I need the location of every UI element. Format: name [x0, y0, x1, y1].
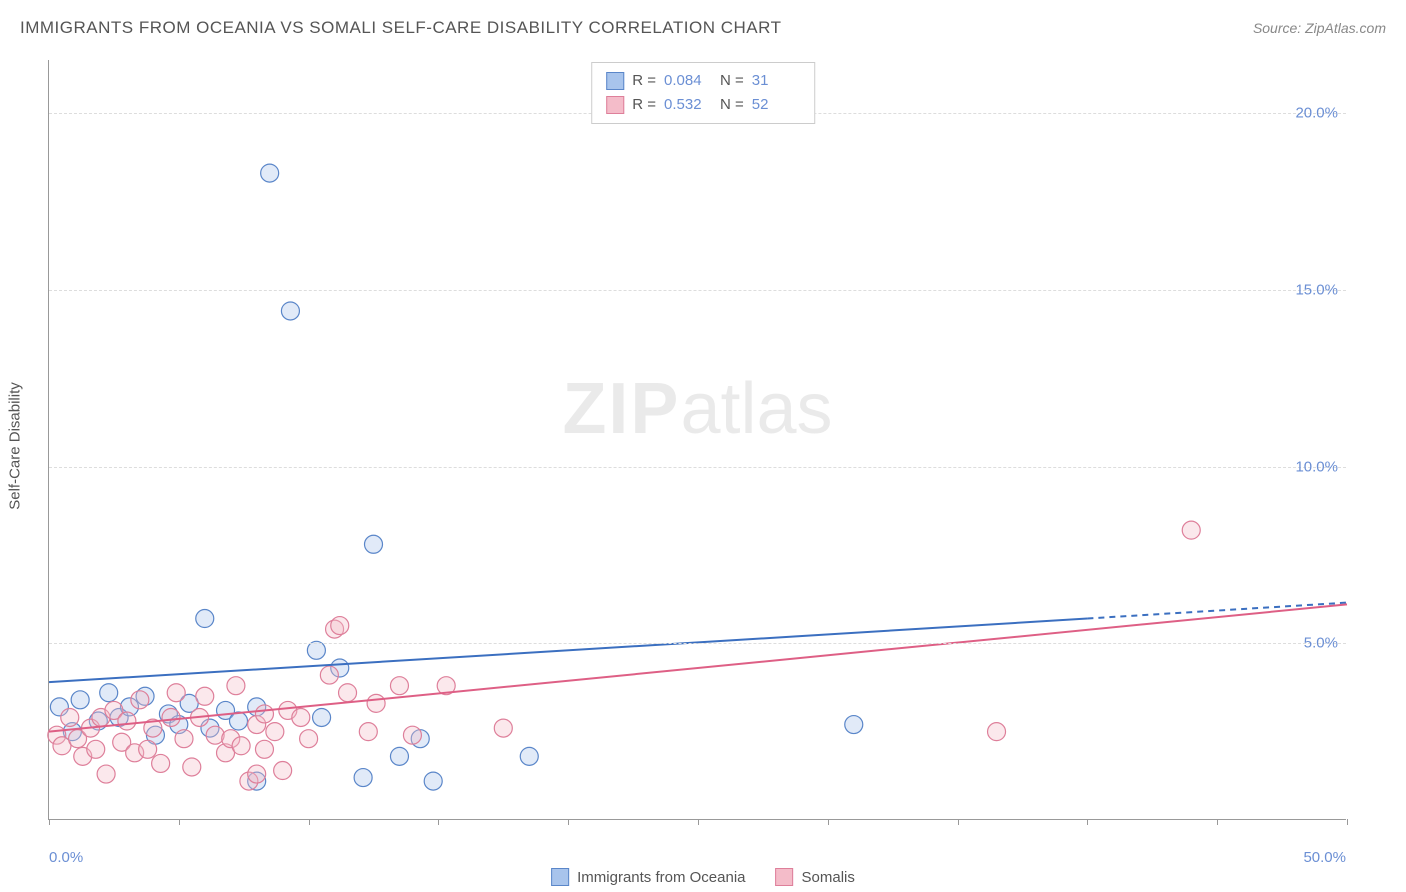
x-tick-min: 0.0% [49, 849, 83, 866]
data-point [367, 694, 385, 712]
data-point [255, 740, 273, 758]
data-point [87, 740, 105, 758]
legend-item-oceania: Immigrants from Oceania [551, 868, 745, 886]
data-point [313, 708, 331, 726]
data-point [152, 754, 170, 772]
x-tick [1087, 819, 1088, 825]
data-point [230, 712, 248, 730]
data-point [845, 716, 863, 734]
data-point [520, 747, 538, 765]
data-point [424, 772, 442, 790]
n-value-0: 31 [752, 69, 800, 93]
legend-item-somali: Somalis [776, 868, 855, 886]
gridline [49, 467, 1346, 468]
y-tick-label: 20.0% [1295, 105, 1338, 122]
data-point [390, 747, 408, 765]
x-tick [1217, 819, 1218, 825]
series-legend: Immigrants from Oceania Somalis [551, 868, 855, 886]
data-point [227, 677, 245, 695]
data-point [266, 723, 284, 741]
data-point [131, 691, 149, 709]
data-point [183, 758, 201, 776]
swatch-oceania [606, 72, 624, 90]
data-point [196, 687, 214, 705]
x-tick [568, 819, 569, 825]
data-point [403, 726, 421, 744]
plot-area: ZIPatlas 0.0% 50.0% 5.0%10.0%15.0%20.0% [48, 60, 1346, 820]
data-point [71, 691, 89, 709]
data-point [390, 677, 408, 695]
x-tick [698, 819, 699, 825]
chart-title: IMMIGRANTS FROM OCEANIA VS SOMALI SELF-C… [20, 18, 781, 38]
data-point [494, 719, 512, 737]
legend-row-somali: R = 0.532 N = 52 [606, 93, 800, 117]
x-tick [1347, 819, 1348, 825]
x-tick [309, 819, 310, 825]
data-point [365, 535, 383, 553]
gridline [49, 643, 1346, 644]
data-point [320, 666, 338, 684]
n-value-1: 52 [752, 93, 800, 117]
data-point [255, 705, 273, 723]
data-point [292, 708, 310, 726]
r-value-0: 0.084 [664, 69, 712, 93]
data-point [167, 684, 185, 702]
data-point [354, 769, 372, 787]
legend-label-oceania: Immigrants from Oceania [577, 869, 745, 886]
x-tick [179, 819, 180, 825]
swatch-oceania-bottom [551, 868, 569, 886]
data-point [162, 708, 180, 726]
data-point [196, 610, 214, 628]
data-point [100, 684, 118, 702]
data-point [248, 765, 266, 783]
data-point [97, 765, 115, 783]
data-point [232, 737, 250, 755]
data-point [281, 302, 299, 320]
swatch-somali-bottom [776, 868, 794, 886]
data-point [339, 684, 357, 702]
x-tick-max: 50.0% [1303, 849, 1346, 866]
x-tick [49, 819, 50, 825]
data-point [300, 730, 318, 748]
data-point [61, 708, 79, 726]
y-axis-label: Self-Care Disability [7, 382, 24, 510]
scatter-plot-svg [49, 60, 1346, 819]
legend-row-oceania: R = 0.084 N = 31 [606, 69, 800, 93]
r-value-1: 0.532 [664, 93, 712, 117]
data-point [988, 723, 1006, 741]
correlation-legend: R = 0.084 N = 31 R = 0.532 N = 52 [591, 62, 815, 124]
data-point [175, 730, 193, 748]
r-label-0: R = [632, 69, 656, 93]
y-tick-label: 10.0% [1295, 458, 1338, 475]
y-tick-label: 5.0% [1304, 635, 1338, 652]
x-tick [438, 819, 439, 825]
source-attribution: Source: ZipAtlas.com [1253, 20, 1386, 36]
x-tick [958, 819, 959, 825]
data-point [118, 712, 136, 730]
data-point [1182, 521, 1200, 539]
data-point [206, 726, 224, 744]
gridline [49, 290, 1346, 291]
x-tick [828, 819, 829, 825]
data-point [359, 723, 377, 741]
y-tick-label: 15.0% [1295, 281, 1338, 298]
r-label-1: R = [632, 93, 656, 117]
legend-label-somali: Somalis [802, 869, 855, 886]
data-point [274, 762, 292, 780]
n-label-1: N = [720, 93, 744, 117]
data-point [331, 617, 349, 635]
data-point [261, 164, 279, 182]
swatch-somali [606, 96, 624, 114]
data-point [139, 740, 157, 758]
trend-line [49, 604, 1347, 731]
n-label-0: N = [720, 69, 744, 93]
